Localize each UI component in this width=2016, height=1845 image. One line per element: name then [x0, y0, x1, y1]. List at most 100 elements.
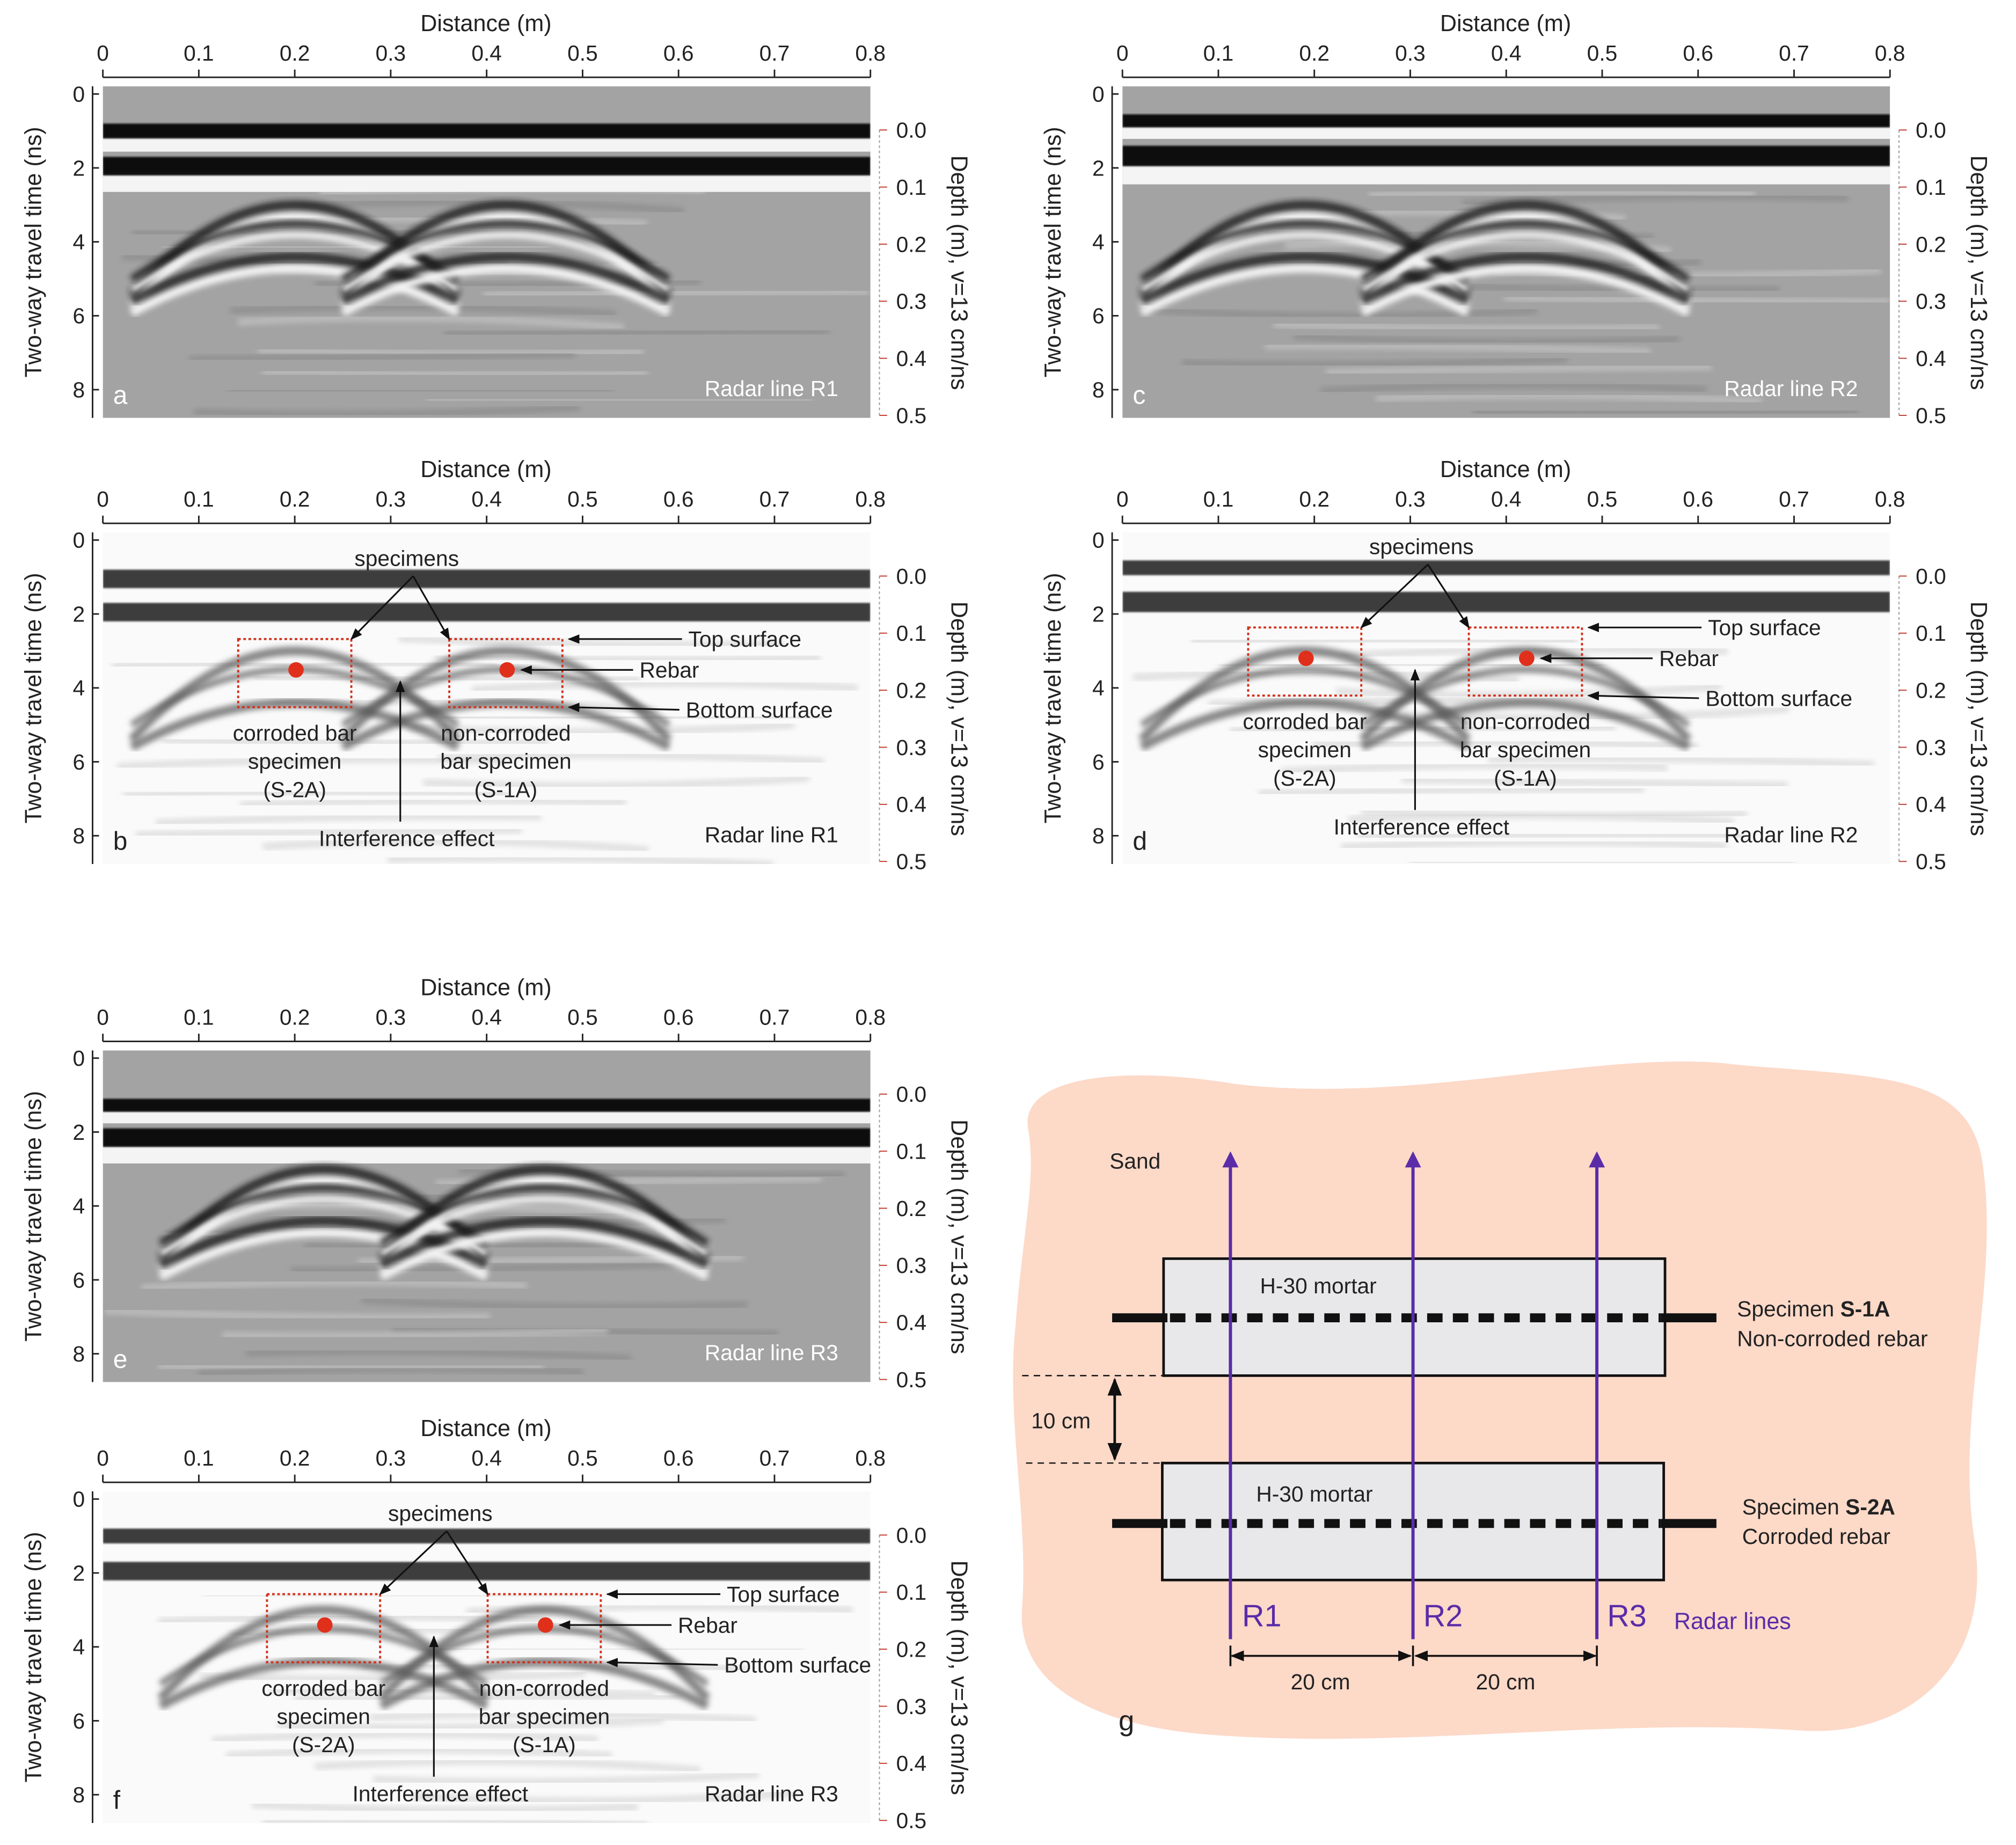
specimen-box-s2a — [237, 638, 353, 708]
direct-wave-band — [1122, 114, 1890, 128]
reflection-hyperbola-light — [129, 231, 460, 294]
depth-tick-label: 0.3 — [1916, 289, 1946, 314]
background-texture — [1191, 636, 1577, 646]
y-tick-label: 6 — [72, 304, 85, 328]
depth-tick-label: 0.4 — [896, 346, 927, 371]
reflection-hyperbola-light — [1139, 263, 1470, 317]
x-tick-label: 0.4 — [471, 1005, 502, 1029]
noncorroded-specimen-label: (S-1A) — [474, 777, 538, 802]
gap-label: 10 cm — [1031, 1409, 1091, 1433]
x-tick-label: 0.2 — [280, 1005, 310, 1029]
radargram-image — [103, 86, 871, 418]
x-tick-label: 0.3 — [1395, 487, 1426, 511]
corroded-specimen-label: (S-2A) — [292, 1732, 355, 1757]
bottom-surface-label: Bottom surface — [724, 1653, 871, 1678]
rebar-marker — [317, 1617, 333, 1633]
x-tick-label: 0.2 — [1299, 487, 1330, 511]
x-tick-label: 0.4 — [471, 41, 502, 65]
x-axis-title: Distance (m) — [420, 975, 551, 1000]
x-tick-label: 0.5 — [567, 41, 598, 65]
panel-letter: b — [113, 828, 128, 856]
interference-label: Interference effect — [1334, 815, 1510, 839]
rebar-marker — [1298, 650, 1314, 667]
y-tick-label: 0 — [72, 528, 85, 553]
y-axis-title: Two-way travel time (ns) — [21, 127, 47, 377]
depth-tick-label: 0.1 — [1916, 621, 1946, 646]
radar-line-r3: R3 — [1589, 1151, 1647, 1639]
direct-wave-band — [103, 1562, 871, 1580]
specimen-box-s1a — [1467, 626, 1583, 697]
depth-tick-label: 0.5 — [896, 850, 927, 874]
depth-tick-label: 0.3 — [896, 1694, 927, 1719]
x-tick-label: 0.3 — [376, 487, 406, 511]
x-axis-title: Distance (m) — [1440, 457, 1571, 482]
reflection-hyperbola — [340, 252, 671, 305]
specimens-arrow — [350, 575, 414, 640]
y-tick-label: 0 — [72, 1046, 85, 1071]
background-texture — [373, 1770, 759, 1785]
radargram-panel-e: Distance (m) 0 0.1 0.2 0.3 0.4 0.5 0.6 0.7 0.8 0 2 4… — [21, 975, 972, 1392]
panel-letter-g: g — [1119, 1705, 1134, 1737]
bottom-surface-arrow — [567, 702, 680, 712]
radargram-panel-f: Distance (m) 0 0.1 0.2 0.3 0.4 0.5 0.6 0.7 0.8 0 2 4… — [21, 1416, 972, 1833]
radar-line-label: Radar line R2 — [1724, 822, 1858, 847]
depth-axis-title: Depth (m), v=13 cm/ns — [946, 602, 972, 836]
x-tick-label: 0.5 — [1587, 41, 1618, 65]
x-tick-label: 0.4 — [471, 487, 502, 511]
noncorroded-specimen-label: non-corroded — [441, 721, 571, 745]
depth-tick-label: 0.2 — [896, 1637, 927, 1661]
depth-tick-label: 0.5 — [896, 1809, 927, 1833]
radar-lines-legend: Radar lines — [1674, 1608, 1791, 1634]
direct-wave-band — [1122, 591, 1890, 612]
reflection-hyperbola-light — [158, 1227, 489, 1281]
y-tick-label: 6 — [1092, 750, 1105, 774]
x-tick-label: 0.3 — [376, 1446, 406, 1470]
specimen-s1a-label: Specimen S-1A — [1737, 1297, 1890, 1321]
radargram-panels: Distance (m) 0 0.1 0.2 0.3 0.4 0.5 0.6 0.7 0.8 0 2 4… — [21, 11, 1992, 1833]
x-tick-label: 0.8 — [1875, 41, 1905, 65]
depth-tick-label: 0.2 — [896, 678, 927, 703]
x-tick-label: 0 — [97, 1005, 109, 1029]
background-texture — [117, 756, 503, 770]
depth-tick-label: 0.3 — [896, 289, 927, 314]
depth-tick-label: 0.1 — [896, 175, 927, 200]
panel-letter: e — [113, 1345, 128, 1374]
radar-line-label: R2 — [1423, 1599, 1463, 1633]
y-tick-label: 4 — [1092, 676, 1105, 700]
background-texture — [1151, 306, 1538, 319]
background-texture — [197, 1365, 583, 1378]
x-tick-label: 0.4 — [1491, 41, 1522, 65]
reflection-hyperbola-light — [379, 1227, 710, 1281]
background-texture — [245, 1348, 632, 1362]
y-tick-label: 0 — [72, 1487, 85, 1512]
background-texture — [237, 314, 624, 331]
depth-tick-label: 0.5 — [1916, 403, 1946, 428]
x-tick-label: 0.8 — [1875, 487, 1905, 511]
reflection-hyperbola — [1360, 666, 1691, 728]
specimens-label: specimens — [388, 1501, 493, 1526]
noncorroded-specimen-label: non-corroded — [1460, 709, 1590, 734]
background-texture — [408, 721, 795, 736]
specimen-box-s1a — [486, 1593, 602, 1664]
reflection-hyperbola — [379, 1216, 710, 1269]
background-texture — [411, 1789, 797, 1805]
background-texture — [438, 751, 824, 765]
reflection-hyperbola — [158, 1216, 489, 1269]
corroded-specimen-label: corroded bar — [1243, 709, 1367, 734]
direct-wave-white-band — [103, 138, 871, 152]
y-tick-label: 2 — [1092, 156, 1105, 180]
depth-tick-label: 0.2 — [896, 232, 927, 257]
x-tick-label: 0.6 — [1683, 41, 1713, 65]
reflection-hyperbola-light — [1140, 231, 1470, 294]
background-texture — [212, 1730, 598, 1744]
radargram-panel-b: Distance (m) 0 0.1 0.2 0.3 0.4 0.5 0.6 0.7 0.8 0 2 4… — [21, 457, 972, 874]
reflection-hyperbola — [1139, 252, 1470, 305]
x-tick-label: 0.6 — [663, 1005, 694, 1029]
y-tick-label: 8 — [1092, 377, 1105, 402]
specimen-s2a-label: Specimen S-2A — [1742, 1495, 1895, 1519]
depth-tick-label: 0.3 — [896, 1253, 927, 1278]
background-texture — [189, 350, 575, 363]
background-texture — [361, 1296, 748, 1310]
reflection-hyperbola-light — [1360, 263, 1691, 317]
interference-label: Interference effect — [353, 1781, 529, 1806]
